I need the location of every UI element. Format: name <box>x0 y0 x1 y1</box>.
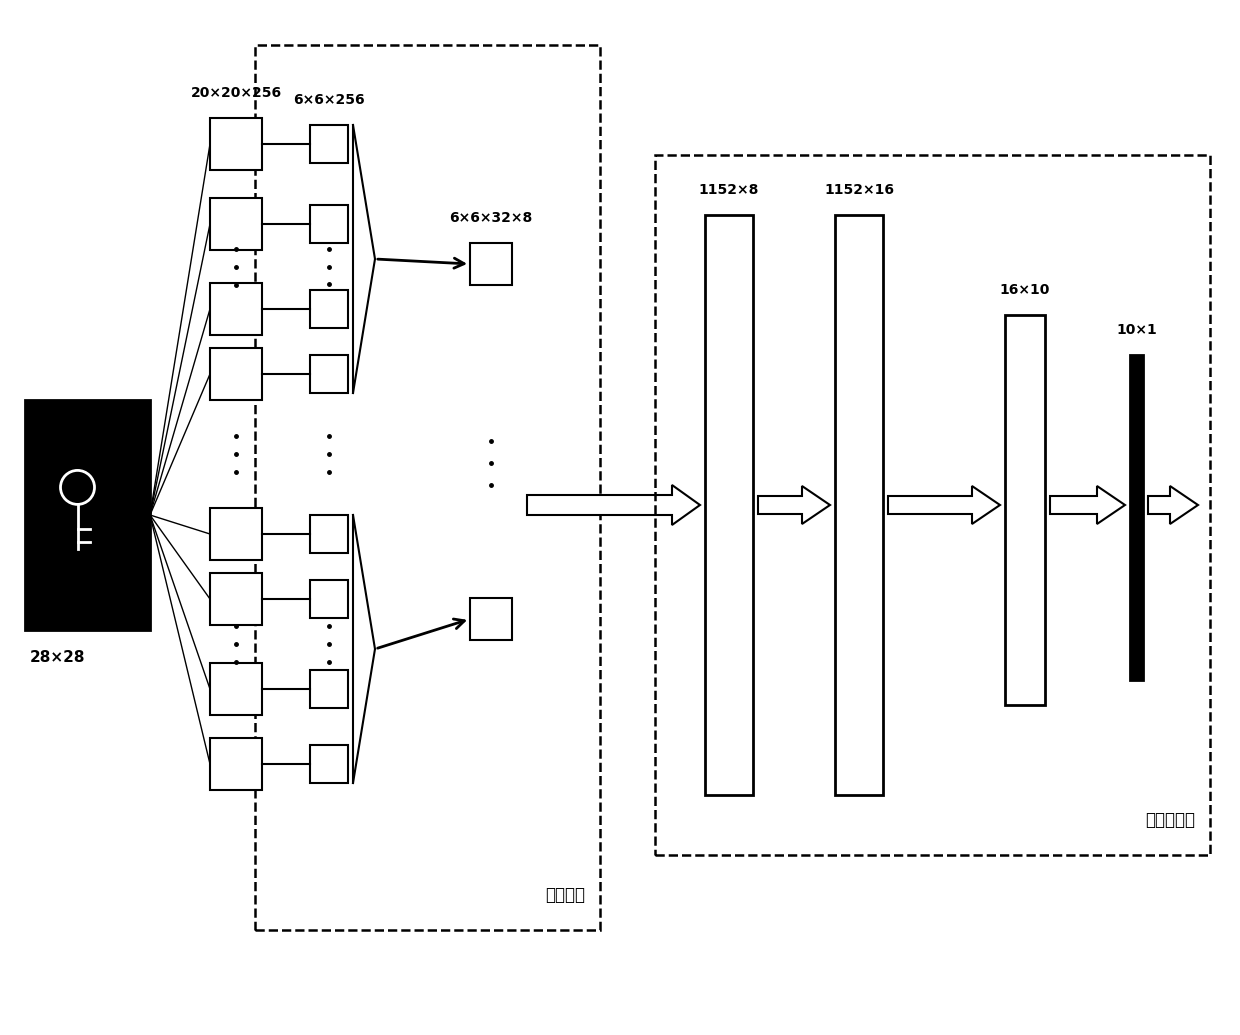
Bar <box>210 283 262 335</box>
Bar <box>470 598 512 640</box>
Bar <box>255 45 600 930</box>
Polygon shape <box>1050 486 1125 524</box>
Text: 28×28: 28×28 <box>30 651 86 666</box>
Bar <box>310 580 348 618</box>
Bar <box>835 215 883 795</box>
Bar <box>25 400 150 630</box>
Bar <box>310 205 348 243</box>
Bar <box>1130 355 1143 680</box>
Bar <box>310 745 348 783</box>
Bar <box>210 738 262 790</box>
Text: 数字胶囊层: 数字胶囊层 <box>1145 811 1195 829</box>
Bar <box>706 215 753 795</box>
Bar <box>210 508 262 560</box>
Bar <box>210 348 262 400</box>
Bar <box>210 573 262 625</box>
Bar <box>310 290 348 328</box>
Text: 20×20×256: 20×20×256 <box>191 86 281 100</box>
Bar <box>210 198 262 250</box>
Bar <box>310 670 348 708</box>
Polygon shape <box>888 486 999 524</box>
Bar <box>1004 315 1045 705</box>
Bar <box>310 125 348 162</box>
Bar <box>210 663 262 715</box>
Text: 6×6×256: 6×6×256 <box>293 93 365 107</box>
Polygon shape <box>1148 486 1198 524</box>
Bar <box>310 355 348 393</box>
Text: 10×1: 10×1 <box>1116 323 1157 337</box>
Bar <box>210 118 262 170</box>
Polygon shape <box>758 486 830 524</box>
Text: 16×10: 16×10 <box>999 283 1050 297</box>
Bar <box>655 155 1210 855</box>
Text: 6×6×32×8: 6×6×32×8 <box>449 211 533 225</box>
Bar <box>470 243 512 285</box>
Text: 1152×8: 1152×8 <box>699 183 759 197</box>
Text: 主胶囊层: 主胶囊层 <box>546 886 585 904</box>
Text: 1152×16: 1152×16 <box>825 183 894 197</box>
Bar <box>310 515 348 553</box>
Polygon shape <box>527 485 701 525</box>
